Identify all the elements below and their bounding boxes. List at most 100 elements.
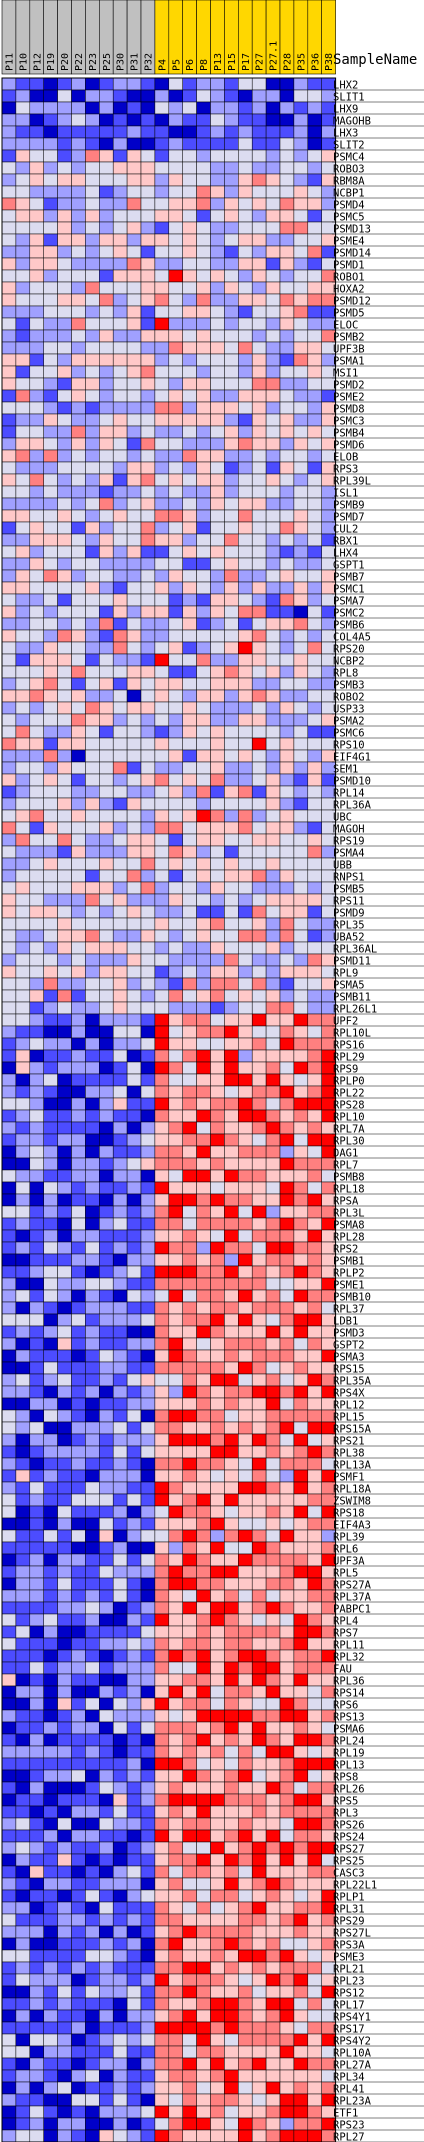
- heatmap-cell: [307, 497, 322, 511]
- heatmap-cell: [265, 77, 281, 91]
- heatmap-cell: [279, 1589, 295, 1603]
- heatmap-cell: [15, 1109, 31, 1123]
- heatmap-cell: [112, 1673, 128, 1687]
- heatmap-cell: [99, 593, 114, 607]
- heatmap-cell: [196, 641, 211, 655]
- heatmap-cell: [154, 149, 170, 163]
- heatmap-cell: [224, 1541, 239, 1555]
- heatmap-cell: [57, 329, 72, 343]
- heatmap-cell: [293, 1229, 309, 1243]
- heatmap-cell: [85, 1169, 100, 1183]
- heatmap-cell: [154, 365, 170, 379]
- heatmap-cell: [224, 617, 239, 631]
- heatmap-cell: [168, 1529, 183, 1543]
- heatmap-cell: [238, 1757, 253, 1771]
- heatmap-cell: [126, 1901, 142, 1915]
- heatmap-cell: [154, 197, 170, 211]
- heatmap-cell: [265, 1277, 281, 1291]
- heatmap-cell: [15, 641, 31, 655]
- heatmap-cell: [182, 1013, 197, 1027]
- heatmap-cell: [71, 1961, 86, 1975]
- heatmap-cell: [15, 1061, 31, 1075]
- heatmap-cell: [196, 449, 211, 463]
- heatmap-cell: [293, 1709, 309, 1723]
- heatmap-cell: [1, 653, 17, 667]
- heatmap-cell: [71, 629, 86, 643]
- heatmap-cell: [154, 1745, 170, 1759]
- row-label: RPS3A: [333, 1940, 365, 1952]
- heatmap-cell: [112, 893, 128, 907]
- heatmap-cell: [210, 1937, 225, 1951]
- heatmap-cell: [99, 521, 114, 535]
- heatmap-cell: [57, 1337, 72, 1351]
- heatmap-cell: [210, 1577, 225, 1591]
- heatmap-cell: [307, 701, 322, 715]
- heatmap-cell: [140, 1049, 156, 1063]
- heatmap-cell: [71, 761, 86, 775]
- heatmap-cell: [168, 1565, 183, 1579]
- heatmap-cell: [140, 1949, 156, 1963]
- heatmap-cell: [15, 1601, 31, 1615]
- heatmap-cell: [182, 653, 197, 667]
- heatmap-cell: [238, 1805, 253, 1819]
- heatmap-cell: [154, 1505, 170, 1519]
- heatmap-cell: [224, 1193, 239, 1207]
- heatmap-cell: [29, 113, 44, 127]
- heatmap-cell: [279, 929, 295, 943]
- heatmap-cell: [251, 437, 267, 451]
- heatmap-cell: [1, 1361, 17, 1375]
- heatmap-cell: [265, 233, 281, 247]
- heatmap-cell: [196, 1505, 211, 1519]
- heatmap-cell: [126, 797, 142, 811]
- heatmap-cell: [85, 1469, 100, 1483]
- heatmap-cell: [140, 1565, 156, 1579]
- heatmap-cell: [99, 725, 114, 739]
- heatmap-cell: [29, 185, 44, 199]
- heatmap-cell: [43, 1817, 58, 1831]
- heatmap-cell: [224, 797, 239, 811]
- heatmap-cell: [140, 1757, 156, 1771]
- heatmap-cell: [126, 1649, 142, 1663]
- heatmap-cell: [29, 1625, 44, 1639]
- heatmap-cell: [196, 821, 211, 835]
- heatmap-cell: [210, 1853, 225, 1867]
- row-label: RPLP2: [333, 1268, 365, 1280]
- heatmap-cell: [140, 1253, 156, 1267]
- heatmap-cell: [307, 941, 322, 955]
- heatmap-cell: [1, 185, 17, 199]
- heatmap-cell: [196, 1493, 211, 1507]
- heatmap-cell: [112, 1133, 128, 1147]
- heatmap-cell: [57, 617, 72, 631]
- heatmap-cell: [238, 329, 253, 343]
- heatmap-cell: [71, 269, 86, 283]
- heatmap-cell: [99, 929, 114, 943]
- heatmap-cell: [238, 605, 253, 619]
- heatmap-cell: [293, 401, 309, 415]
- heatmap-cell: [85, 173, 100, 187]
- heatmap-cell: [43, 1469, 58, 1483]
- heatmap-cell: [71, 1925, 86, 1939]
- heatmap-cell: [196, 149, 211, 163]
- heatmap-cell: [43, 1889, 58, 1903]
- heatmap-cell: [293, 833, 309, 847]
- heatmap-cell: [182, 1373, 197, 1387]
- heatmap-cell: [15, 761, 31, 775]
- row-label: ISL1: [333, 488, 358, 500]
- heatmap-cell: [168, 2057, 183, 2071]
- heatmap-cell: [43, 1001, 58, 1015]
- heatmap-cell: [43, 1637, 58, 1651]
- row-label: PSMD12: [333, 296, 371, 308]
- heatmap-cell: [29, 1421, 44, 1435]
- heatmap-cell: [57, 401, 72, 415]
- heatmap-cell: [126, 773, 142, 787]
- heatmap-cell: [57, 929, 72, 943]
- heatmap-cell: [182, 365, 197, 379]
- heatmap-cell: [85, 137, 100, 151]
- heatmap-cell: [265, 185, 281, 199]
- heatmap-cell: [307, 353, 322, 367]
- heatmap-cell: [29, 389, 44, 403]
- heatmap-cell: [112, 209, 128, 223]
- heatmap-cell: [1, 1613, 17, 1627]
- heatmap-cell: [15, 677, 31, 691]
- heatmap-cell: [238, 725, 253, 739]
